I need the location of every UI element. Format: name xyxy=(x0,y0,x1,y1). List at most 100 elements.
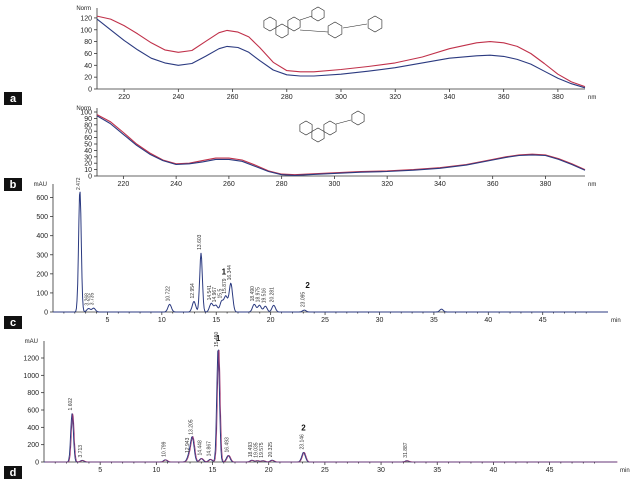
panel-a: a 0 20 40 60 80 100 120 220 240 260 280 300 320 340 360… xyxy=(4,6,596,105)
structure-bond xyxy=(299,29,329,33)
y-tick-label: 60 xyxy=(84,51,92,58)
structure-aglycone xyxy=(299,110,365,143)
y-tick-label: 1200 xyxy=(23,356,39,363)
structure-ring xyxy=(351,110,365,126)
x-tick-label: 40 xyxy=(484,317,492,324)
y-tick-label: 100 xyxy=(80,27,92,34)
peak-label: 14.967 xyxy=(212,287,218,303)
panel-d: d 0 200 400 600 800 1000 1200 5 10 15 20 25 30 35 40 45 m… xyxy=(4,331,630,479)
peak-label: 3.735 xyxy=(90,292,96,305)
spectrum-line-blue xyxy=(96,115,586,176)
structure-bond xyxy=(335,119,352,125)
peak-number-1: 1 xyxy=(216,334,221,343)
y-tick-label: 0 xyxy=(88,87,92,94)
y-tick-label: 0 xyxy=(44,310,48,317)
x-axis-unit: min xyxy=(611,318,621,324)
structure-ring xyxy=(367,15,383,33)
x-tick-label: 280 xyxy=(281,94,293,101)
x-tick-label: 5 xyxy=(105,317,109,324)
x-tick-label: 25 xyxy=(321,317,329,324)
peak-label: 16.493 xyxy=(224,437,230,453)
structure-ring xyxy=(263,16,277,32)
peak-label: 31.887 xyxy=(403,442,409,458)
x-tick-label: 220 xyxy=(118,181,130,188)
peak-label: 14.541 xyxy=(207,285,213,301)
peak-label: 16.344 xyxy=(227,265,233,281)
y-tick-label: 200 xyxy=(36,271,48,278)
y-tick-label: 600 xyxy=(27,408,39,415)
x-tick-label: 360 xyxy=(498,94,510,101)
y-tick-label: 120 xyxy=(80,15,92,22)
x-tick-label: 35 xyxy=(430,317,438,324)
peak-label: 12.943 xyxy=(185,437,191,453)
chromatogram-trace xyxy=(53,191,608,313)
y-tick-label: 0 xyxy=(88,174,92,181)
panel-letter-box xyxy=(4,316,22,329)
peak-number-2: 2 xyxy=(305,281,310,290)
peak-label: 18.493 xyxy=(248,442,254,458)
x-tick-label: 15 xyxy=(212,317,220,324)
panel-letter-c: c xyxy=(10,317,16,329)
peak-label: 3.713 xyxy=(78,445,84,458)
x-tick-label: 40 xyxy=(490,467,498,474)
peak-label: 14.867 xyxy=(206,441,212,457)
structure-bond xyxy=(299,15,313,21)
x-axis-unit: nm xyxy=(588,182,596,188)
x-tick-label: 25 xyxy=(321,467,329,474)
y-tick-label: 10 xyxy=(84,167,92,174)
y-tick-label: 0 xyxy=(35,460,39,467)
peak-label: 23.146 xyxy=(300,434,306,450)
x-tick-label: 300 xyxy=(335,94,347,101)
y-tick-label: 100 xyxy=(80,110,92,117)
spectrum-line-blue xyxy=(96,18,586,89)
x-tick-label: 10 xyxy=(152,467,160,474)
y-tick-label: 300 xyxy=(36,252,48,259)
x-tick-label: 30 xyxy=(377,467,385,474)
peak-label: 13.205 xyxy=(188,419,194,435)
y-tick-label: 80 xyxy=(84,122,92,129)
chromatogram-trace xyxy=(44,349,617,463)
panel-letter-box xyxy=(4,92,22,105)
x-tick-label: 20 xyxy=(265,467,273,474)
structure-ring xyxy=(311,127,325,143)
peak-label: 3.268 xyxy=(85,293,91,306)
peak-label: 18.490 xyxy=(250,286,256,302)
x-tick-label: 20 xyxy=(267,317,275,324)
peak-label: 14.448 xyxy=(197,440,203,456)
panel-letter-box xyxy=(4,466,22,479)
y-tick-label: 800 xyxy=(27,390,39,397)
x-tick-label: 15 xyxy=(209,467,217,474)
y-tick-label: 1000 xyxy=(23,373,39,380)
peak-label: 12.954 xyxy=(190,283,196,299)
peak-label: 19.035 xyxy=(253,442,259,458)
y-axis-unit: Norm xyxy=(76,6,91,12)
spectrum-line-red xyxy=(96,114,586,176)
y-tick-label: 40 xyxy=(84,63,92,70)
y-tick-label: 60 xyxy=(84,135,92,142)
y-tick-label: 600 xyxy=(36,195,48,202)
x-tick-label: 240 xyxy=(170,181,182,188)
structure-ring xyxy=(323,120,337,136)
peak-label: 19.575 xyxy=(259,442,265,458)
x-tick-label: 35 xyxy=(433,467,441,474)
y-tick-label: 200 xyxy=(27,442,39,449)
peak-label: 20.281 xyxy=(270,287,276,303)
x-tick-label: 240 xyxy=(172,94,184,101)
peak-label: 1.602 xyxy=(68,398,74,411)
y-tick-label: 400 xyxy=(27,425,39,432)
x-tick-label: 30 xyxy=(376,317,384,324)
x-tick-label: 5 xyxy=(98,467,102,474)
peak-label: 10.799 xyxy=(161,441,167,457)
peak-number-1: 1 xyxy=(222,268,227,277)
x-tick-label: 380 xyxy=(552,94,564,101)
x-tick-label: 320 xyxy=(381,181,393,188)
peak-label: 15.5 xyxy=(218,289,224,299)
peak-label: 10.722 xyxy=(166,286,172,302)
structure-ring xyxy=(311,6,325,22)
x-tick-label: 260 xyxy=(223,181,235,188)
x-tick-label: 280 xyxy=(276,181,288,188)
y-tick-label: 50 xyxy=(84,142,92,149)
x-tick-label: 220 xyxy=(118,94,130,101)
peak-label: 20.325 xyxy=(268,442,274,458)
